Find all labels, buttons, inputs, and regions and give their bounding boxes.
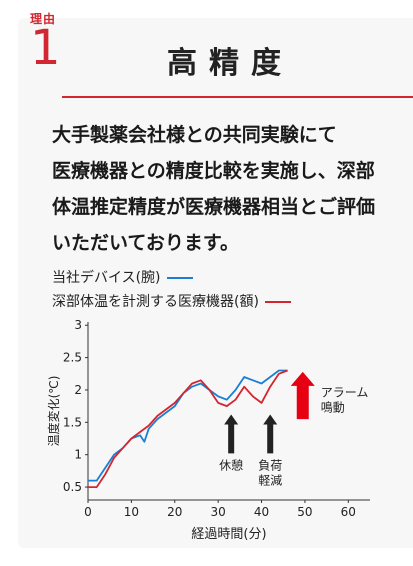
x-tick-label: 60 [341,505,356,519]
x-tick-label: 10 [124,505,139,519]
annotation-label: 軽減 [258,472,282,487]
y-tick-label: 2.5 [63,351,82,365]
description-line: 体温推定精度が医療機器相当とご評価 [52,196,376,218]
alarm-arrow-icon [290,371,315,420]
y-tick-label: 0.5 [63,480,82,494]
description-line: 大手製薬会社様との共同実験にて [52,124,337,146]
legend-item-device: 当社デバイス(腕) [52,266,291,290]
annotation-arrow-icon [263,414,278,454]
chart-legend: 当社デバイス(腕) 深部体温を計測する医療機器(額) [52,266,291,314]
description-line: いただいております。 [52,232,239,254]
x-axis-label: 経過時間(分) [191,527,266,542]
x-tick-label: 40 [254,505,269,519]
reason-label: 理由 [30,12,57,26]
description-line: 医療機器との精度比較を実施し、深部 [52,160,375,182]
annotation-arrow-icon [224,414,239,454]
y-tick-label: 1 [74,448,82,462]
y-tick-label: 1.5 [63,415,82,429]
annotation-label: 鳴動 [321,400,345,414]
temperature-chart: 0.511.522.530 10 20 30 40 50 60経過時間(分)温度変化(℃)休… [46,318,370,542]
x-tick-label: 50 [297,505,312,519]
reason-card [18,18,413,548]
annotation-label: 休憩 [219,457,243,472]
annotation-label: 負荷 [258,458,282,472]
description-text: 大手製薬会社様との共同実験にて 医療機器との精度比較を実施し、深部 体温推定精度… [52,117,402,261]
legend-label-medical: 深部体温を計測する医療機器(額) [52,294,259,310]
section-title: 高精度 [167,46,293,81]
divider-line [62,96,413,98]
y-tick-label: 2 [74,383,82,397]
legend-label-device: 当社デバイス(腕) [52,270,161,286]
y-tick-label: 3 [74,318,82,332]
x-tick-label: 20 [167,505,182,519]
legend-item-medical: 深部体温を計測する医療機器(額) [52,290,291,314]
annotation-label: アラーム [321,385,369,399]
reason-number: 1 [30,20,61,76]
x-tick-label: 0 [84,505,92,519]
series-line-medical [88,369,288,489]
legend-swatch-medical [264,301,291,303]
x-tick-label: 30 [211,505,226,519]
legend-swatch-device [166,277,193,279]
y-axis-label: 温度変化(℃) [46,376,61,447]
